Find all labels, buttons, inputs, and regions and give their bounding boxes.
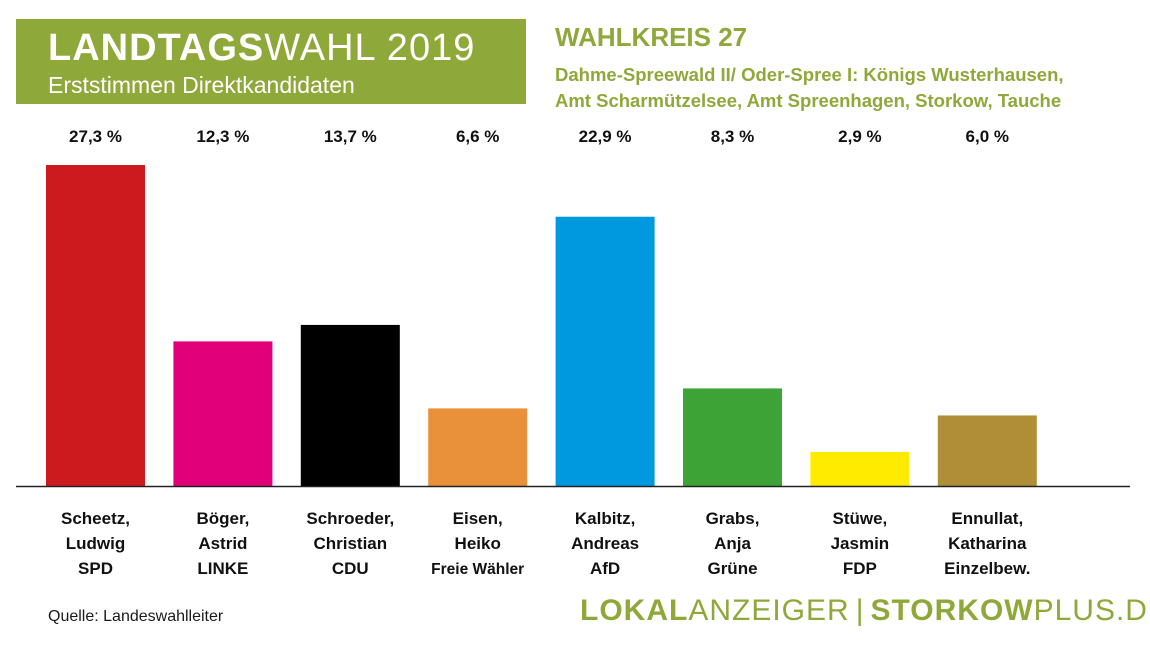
category-label-2-line-1: Böger, [196, 509, 249, 528]
category-label-4-line-1: Eisen, [453, 509, 503, 528]
category-label-6-line-1: Grabs, [706, 509, 760, 528]
category-label-5-line-3: AfD [590, 559, 620, 578]
value-label-3: 13,7 % [324, 127, 377, 146]
chart-title: LANDTAGSWAHL 2019 [48, 25, 526, 71]
value-label-8: 6,0 % [966, 127, 1009, 146]
category-label-2-line-2: Astrid [198, 534, 247, 553]
district-title: WAHLKREIS 27 [555, 22, 748, 52]
bar-3 [300, 324, 400, 486]
title-regular-part: WAHL 2019 [264, 27, 476, 69]
value-label-2: 12,3 % [196, 127, 249, 146]
source-note: Quelle: Landeswahlleiter [48, 608, 224, 625]
value-label-6: 8,3 % [711, 127, 754, 146]
category-label-5-line-1: Kalbitz, [575, 509, 635, 528]
bar-2 [173, 341, 273, 486]
brand-a-bold: LOKAL [580, 594, 689, 627]
category-label-4-line-2: Heiko [455, 534, 501, 553]
category-label-2-line-3: LINKE [197, 559, 248, 578]
district-line-1: Dahme-Spreewald II/ Oder-Spree I: Königs… [555, 64, 1064, 85]
bar-6 [683, 388, 782, 486]
value-label-5: 22,9 % [579, 127, 632, 146]
title-banner: LANDTAGSWAHL 2019 Erststimmen Direktkand… [16, 19, 526, 104]
category-label-6-line-3: Grüne [707, 559, 757, 578]
category-label-3-line-3: CDU [332, 559, 369, 578]
category-label-3-line-2: Christian [313, 534, 387, 553]
category-label-8-line-3: Einzelbew. [944, 559, 1030, 578]
chart-subtitle: Erststimmen Direktkandidaten [48, 72, 355, 98]
brand-logo: LOKALANZEIGER|STORKOWPLUS.DE [580, 594, 1150, 628]
title-bold-part: LANDTAGS [48, 27, 265, 69]
category-label-3-line-1: Schroeder, [306, 509, 394, 528]
brand-b-bold: STORKOW [870, 594, 1034, 627]
value-label-7: 2,9 % [838, 127, 881, 146]
bar-7 [810, 451, 910, 486]
category-label-7-line-1: Stüwe, [833, 509, 888, 528]
category-label-6-line-2: Anja [714, 534, 751, 553]
category-label-7-line-2: Jasmin [831, 534, 890, 553]
category-label-1-line-1: Scheetz, [61, 509, 130, 528]
category-label-4-line-3: Freie Wähler [431, 561, 524, 578]
value-label-1: 27,3 % [69, 127, 122, 146]
district-line-2: Amt Scharmützelsee, Amt Spreenhagen, Sto… [555, 90, 1062, 111]
brand-separator: | [855, 594, 865, 627]
category-label-1-line-3: SPD [78, 559, 113, 578]
category-label-1-line-2: Ludwig [66, 534, 125, 553]
bar-1 [46, 165, 145, 486]
brand-b-rest: PLUS.DE [1033, 594, 1150, 627]
category-label-8-line-1: Ennullat, [951, 509, 1023, 528]
bar-5 [555, 216, 655, 486]
brand-a-rest: ANZEIGER [688, 594, 850, 627]
bar-8 [937, 415, 1037, 486]
category-label-5-line-2: Andreas [571, 534, 639, 553]
category-label-8-line-2: Katharina [948, 534, 1027, 553]
value-label-4: 6,6 % [456, 127, 499, 146]
category-label-7-line-3: FDP [843, 559, 877, 578]
bar-4 [428, 408, 528, 486]
